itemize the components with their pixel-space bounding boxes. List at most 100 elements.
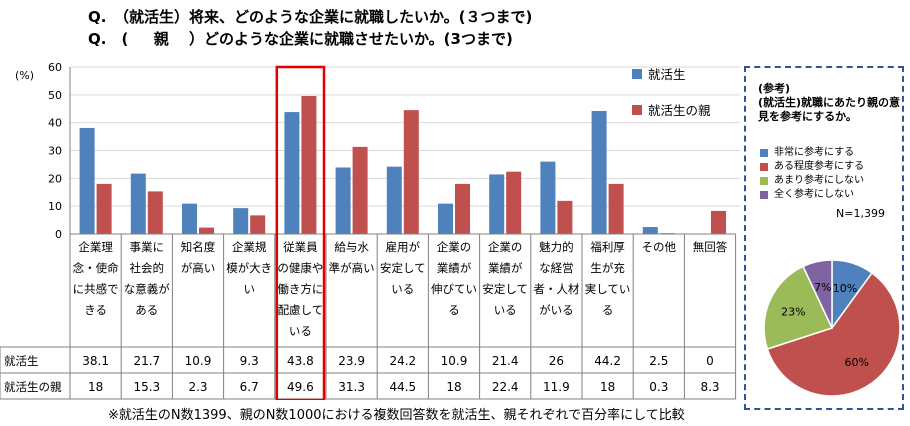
pie-legend-swatch bbox=[760, 163, 768, 171]
table-series-label: 就活生の親 bbox=[4, 380, 62, 394]
x-tick-label: 企業理念・使命に共感できる bbox=[73, 240, 119, 317]
bar-student bbox=[284, 112, 300, 234]
data-label: 2.3 bbox=[188, 380, 207, 394]
data-label: 8.3 bbox=[700, 380, 719, 394]
bar-parent bbox=[301, 95, 317, 235]
data-label: 9.3 bbox=[240, 354, 259, 368]
bar-parent bbox=[506, 171, 522, 234]
x-tick-label: 企業の業績が安定している bbox=[482, 240, 528, 317]
data-label: 44.2 bbox=[594, 354, 621, 368]
table-series-label: 就活生 bbox=[4, 354, 39, 368]
data-label: 10.9 bbox=[441, 354, 468, 368]
pie-legend-swatch bbox=[760, 191, 768, 199]
data-label: 18 bbox=[600, 380, 615, 394]
data-label: 44.5 bbox=[389, 380, 416, 394]
pie-title: (参考) (就活生)就職にあたり親の意見を参考にするか。 bbox=[758, 82, 901, 123]
highlight-box bbox=[275, 65, 326, 400]
bar-parent bbox=[96, 183, 112, 234]
bar-student bbox=[182, 203, 197, 234]
x-tick-label: 無回答 bbox=[693, 240, 728, 254]
data-label: 21.7 bbox=[133, 354, 160, 368]
pie-legend-item: ある程度参考にする bbox=[760, 160, 864, 174]
y-tick-label: 50 bbox=[48, 89, 62, 102]
pie-data-label: 60% bbox=[845, 356, 869, 369]
data-label: 38.1 bbox=[82, 354, 109, 368]
bar-student bbox=[591, 110, 607, 234]
pie-data-label: 23% bbox=[781, 305, 805, 318]
pie-n-label: N=1,399 bbox=[836, 207, 885, 220]
x-tick-label: 企業の業績が伸びている bbox=[431, 240, 477, 317]
y-tick-label: 40 bbox=[48, 117, 62, 130]
x-tick-label: 魅力的な経営者・人材がいる bbox=[533, 240, 579, 317]
pie-data-label: 7% bbox=[814, 281, 831, 294]
footnote: ※就活生のN数1399、親のN数1000における複数回答数を就活生、親それぞれで… bbox=[108, 408, 685, 423]
bar-student bbox=[233, 208, 249, 234]
bar-parent bbox=[711, 210, 726, 234]
x-tick-label: 知名度が高い bbox=[181, 240, 216, 275]
x-tick-label: 従業員の健康や働き方に配慮している bbox=[277, 240, 323, 338]
data-label: 49.6 bbox=[287, 380, 314, 394]
pie-slice bbox=[766, 271, 901, 397]
pie-legend-item: あまり参考にしない bbox=[760, 174, 864, 188]
bar-student bbox=[438, 203, 453, 234]
bar-student bbox=[489, 174, 505, 234]
pie-legend-label: 全く参考にしない bbox=[774, 189, 854, 200]
bar-student bbox=[335, 167, 351, 234]
data-label: 21.4 bbox=[492, 354, 519, 368]
data-label: 2.5 bbox=[649, 354, 668, 368]
pie-legend-label: あまり参考にしない bbox=[774, 175, 864, 186]
data-label: 24.2 bbox=[389, 354, 416, 368]
data-label: 11.9 bbox=[543, 380, 570, 394]
data-label: 10.9 bbox=[185, 354, 212, 368]
bar-parent bbox=[608, 183, 624, 234]
y-tick-label: 30 bbox=[48, 145, 62, 158]
data-label: 18 bbox=[88, 380, 103, 394]
pie-slice bbox=[802, 259, 833, 329]
data-label: 15.3 bbox=[133, 380, 160, 394]
question-parent: Q. ( 親 ）どのような企業に就職させたいか。(3つまで) bbox=[88, 30, 513, 48]
y-tick-label: 20 bbox=[48, 172, 62, 185]
legend-label: 就活生 bbox=[648, 67, 686, 82]
bar-student bbox=[79, 127, 95, 234]
pie-legend-item: 全く参考にしない bbox=[760, 188, 864, 202]
x-tick-label: 雇用が安定している bbox=[380, 240, 426, 296]
legend-swatch bbox=[632, 69, 642, 79]
bar-chart: 企業理念・使命に共感できる事業に社会的な意義がある知名度が高い企業規模が大きい従… bbox=[0, 61, 740, 400]
x-tick-label: その他 bbox=[642, 240, 677, 254]
bar-student bbox=[130, 173, 146, 234]
reference-panel: (参考) (就活生)就職にあたり親の意見を参考にするか。 非常に参考にする ある程… bbox=[744, 66, 904, 410]
bar-parent bbox=[557, 200, 573, 234]
y-tick-label: 10 bbox=[48, 200, 62, 213]
data-label: 6.7 bbox=[240, 380, 259, 394]
bar-parent bbox=[199, 227, 214, 234]
pie-legend: 非常に参考にする ある程度参考にする あまり参考にしない 全く参考にしない bbox=[760, 146, 864, 202]
pie-legend-label: ある程度参考にする bbox=[774, 161, 865, 172]
data-label: 0 bbox=[706, 354, 714, 368]
bar-student bbox=[642, 227, 658, 234]
pie-data-label: 10% bbox=[833, 282, 857, 295]
data-label: 23.9 bbox=[338, 354, 365, 368]
data-label: 31.3 bbox=[338, 380, 365, 394]
y-tick-label: 0 bbox=[55, 228, 62, 241]
data-label: 22.4 bbox=[492, 380, 519, 394]
x-tick-label: 給与水準が高い bbox=[329, 240, 375, 275]
bar-parent bbox=[455, 183, 470, 234]
y-tick-label: 60 bbox=[48, 61, 62, 74]
data-label: 0.3 bbox=[649, 380, 668, 394]
x-tick-label: 福利厚生が充実している bbox=[585, 240, 631, 317]
x-tick-label: 企業規模が大きい bbox=[226, 240, 272, 296]
pie-slice bbox=[763, 265, 834, 350]
pie-legend-swatch bbox=[760, 177, 768, 185]
bar-parent bbox=[250, 215, 266, 234]
x-tick-label: 事業に社会的な意義がある bbox=[124, 240, 170, 317]
legend-label: 就活生の親 bbox=[648, 103, 711, 118]
pie-legend-swatch bbox=[760, 149, 768, 157]
bar-student bbox=[540, 161, 556, 234]
bar-student bbox=[386, 166, 402, 234]
bar-parent bbox=[352, 146, 368, 234]
pie-legend-label: 非常に参考にする bbox=[774, 147, 855, 158]
legend-swatch bbox=[632, 105, 642, 115]
pie-legend-item: 非常に参考にする bbox=[760, 146, 864, 160]
bar-parent bbox=[147, 191, 163, 234]
data-label: 26 bbox=[549, 354, 564, 368]
